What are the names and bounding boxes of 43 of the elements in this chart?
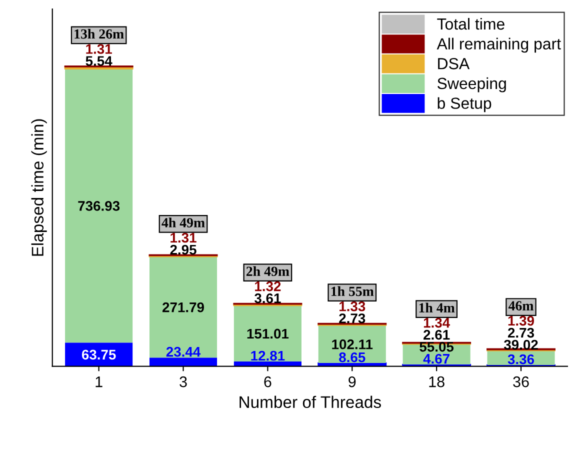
data-label: 4.67 bbox=[423, 354, 450, 364]
x-tick-label: 36 bbox=[513, 376, 529, 388]
data-label: 151.01 bbox=[247, 328, 289, 339]
x-tick-label: 18 bbox=[429, 376, 444, 388]
data-label: 1.31 bbox=[86, 44, 112, 54]
legend-label: b Setup bbox=[438, 97, 492, 112]
total-label: 46m bbox=[508, 301, 534, 310]
total-label: 4h 49m bbox=[162, 218, 205, 228]
total-label: 2h 49m bbox=[246, 266, 290, 276]
x-tick-label: 6 bbox=[264, 376, 272, 388]
x-tick-label: 1 bbox=[96, 376, 102, 388]
data-label: 1.33 bbox=[339, 301, 366, 312]
data-label: 12.81 bbox=[251, 350, 285, 361]
total-label: 1h 55m bbox=[331, 286, 374, 296]
data-label: 1.39 bbox=[508, 316, 534, 326]
data-label: 3.36 bbox=[508, 354, 534, 364]
legend-label: Sweeping bbox=[438, 77, 506, 92]
data-label: 5.54 bbox=[86, 56, 112, 66]
data-label: 23.44 bbox=[166, 346, 201, 357]
data-label: 3.61 bbox=[254, 293, 281, 304]
legend-label: DSA bbox=[438, 58, 470, 70]
data-label: 63.75 bbox=[82, 350, 116, 360]
total-label: 13h 26m bbox=[74, 28, 124, 39]
total-label: 1h 4m bbox=[419, 302, 455, 312]
data-label: 1.31 bbox=[170, 232, 196, 243]
legend-label: Total time bbox=[437, 18, 504, 30]
data-label: 8.65 bbox=[339, 352, 366, 362]
data-label: 2.73 bbox=[508, 328, 534, 338]
x-axis-title: Number of Threads bbox=[240, 396, 381, 408]
data-label: 2.95 bbox=[170, 244, 196, 255]
data-label: 2.61 bbox=[424, 330, 450, 340]
data-label: 2.73 bbox=[339, 313, 366, 324]
data-label: 1.32 bbox=[255, 281, 281, 292]
y-axis-title: Elapsed time (min) bbox=[31, 119, 47, 256]
data-label: 736.93 bbox=[78, 201, 120, 211]
x-tick-label: 3 bbox=[180, 376, 187, 388]
data-label: 39.02 bbox=[504, 340, 538, 350]
data-label: 1.34 bbox=[424, 318, 450, 328]
legend-label: All remaining part bbox=[436, 38, 561, 53]
data-label: 55.05 bbox=[420, 342, 454, 352]
x-tick-label: 9 bbox=[348, 376, 356, 388]
data-label: 271.79 bbox=[162, 302, 204, 312]
data-label: 102.11 bbox=[332, 339, 373, 350]
